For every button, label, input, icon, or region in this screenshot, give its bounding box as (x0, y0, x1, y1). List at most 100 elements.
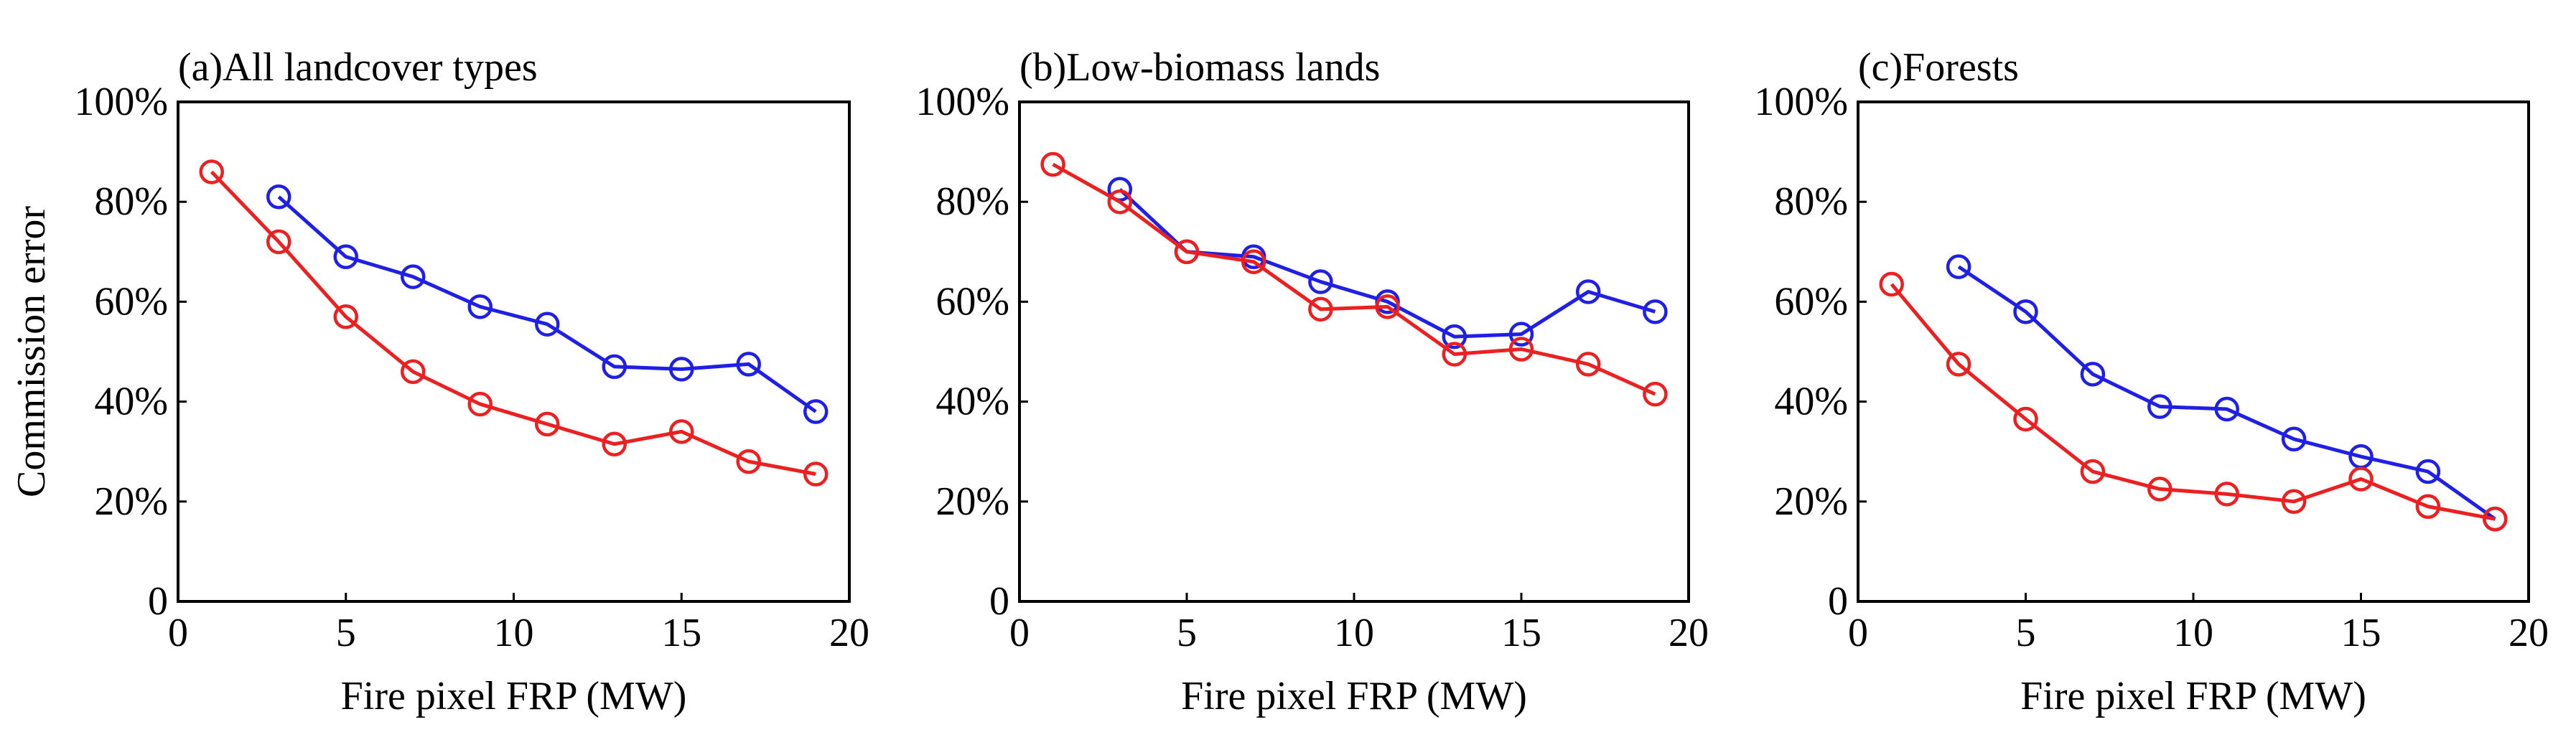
data-point-red-c (2415, 494, 2441, 520)
data-point-blue-c (2281, 426, 2307, 452)
data-point-red-b (1107, 189, 1133, 215)
x-tick-label-a: 10 (494, 611, 534, 655)
data-point-red-a (602, 431, 627, 457)
data-point-red-c (2013, 406, 2038, 432)
y-tick-label-b: 60% (935, 279, 1009, 324)
data-point-blue-a (467, 294, 493, 319)
x-axis-label-c: Fire pixel FRP (MW) (2020, 674, 2366, 718)
series-line-blue-b (1119, 187, 1656, 339)
data-point-blue-a (535, 311, 560, 337)
panel-c: (c)Forests 0 20% 40% 60% 80% 100% 0 5 10 15 20 Fire … (1754, 45, 2549, 718)
y-tick-label-c: 0 (1828, 579, 1848, 624)
series-line-blue-c (1957, 265, 2496, 521)
y-tick-label-b: 40% (935, 380, 1009, 424)
x-tick-label-a: 0 (168, 611, 188, 655)
y-tick-label-c: 100% (1754, 80, 1848, 124)
y-tick-label-a: 80% (94, 179, 168, 224)
data-point-blue-c (2214, 396, 2239, 422)
data-point-blue-c (2415, 459, 2441, 484)
data-point-red-b (1174, 239, 1200, 265)
x-tick-label-b: 5 (1177, 611, 1197, 655)
y-tick-label-b: 20% (935, 479, 1009, 524)
panel-title-b: (b)Low-biomass lands (1019, 45, 1380, 90)
data-point-red-b (1575, 352, 1601, 377)
y-tick-label-c: 80% (1774, 179, 1848, 224)
data-point-red-a (803, 461, 829, 487)
data-point-blue-a (803, 399, 829, 424)
y-tick-label-a: 100% (74, 80, 168, 124)
x-tick-label-b: 15 (1501, 611, 1541, 655)
data-point-blue-b (1643, 299, 1668, 324)
data-point-red-a (669, 419, 694, 444)
series-line-blue-a (277, 195, 817, 413)
data-point-red-c (2214, 482, 2239, 507)
data-point-red-b (1442, 342, 1467, 367)
x-tick-label-c: 15 (2341, 611, 2381, 655)
series-line-red-b (1052, 162, 1656, 396)
data-point-red-c (1946, 352, 1971, 377)
data-point-red-a (736, 449, 761, 474)
data-point-red-b (1508, 337, 1534, 362)
x-axis-label-a: Fire pixel FRP (MW) (341, 674, 687, 718)
y-tick-label-c: 60% (1774, 279, 1848, 324)
data-point-red-a (535, 411, 560, 437)
y-tick-label-a: 0 (148, 579, 168, 624)
plot-frame-b (1018, 100, 1690, 603)
y-axis-label-a: Commission error (9, 206, 54, 497)
data-point-blue-a (333, 244, 358, 270)
data-point-red-c (2080, 459, 2106, 484)
data-point-red-b (1040, 151, 1065, 177)
data-point-blue-c (2147, 394, 2173, 419)
series-line-red-c (1890, 283, 2496, 521)
y-tick-label-c: 40% (1774, 380, 1848, 424)
x-tick-label-b: 0 (1009, 611, 1030, 655)
panel-title-a: (a)All landcover types (178, 45, 538, 90)
plot-frame-c (1857, 100, 2530, 603)
y-tick-label-a: 20% (94, 479, 168, 524)
data-point-blue-a (401, 264, 426, 289)
data-point-blue-b (1508, 322, 1534, 347)
data-point-red-c (1879, 271, 1904, 297)
x-axis-label-b: Fire pixel FRP (MW) (1181, 674, 1527, 718)
data-point-blue-a (669, 357, 694, 382)
data-point-red-a (266, 229, 291, 255)
data-point-red-c (2281, 489, 2307, 515)
panel-b: (b)Low-biomass lands 0 20% 40% 60% 80% 100% 0 5 1… (915, 45, 1709, 718)
x-tick-label-b: 20 (1669, 611, 1709, 655)
x-tick-label-a: 5 (336, 611, 356, 655)
data-point-blue-a (736, 352, 761, 377)
x-tick-label-b: 10 (1334, 611, 1374, 655)
y-tick-label-a: 40% (94, 380, 168, 424)
data-point-blue-a (266, 184, 291, 210)
data-point-blue-c (1946, 254, 1971, 279)
x-tick-label-c: 5 (2016, 611, 2036, 655)
data-point-blue-b (1308, 269, 1333, 294)
data-point-blue-b (1575, 279, 1601, 304)
data-point-red-c (2348, 466, 2374, 492)
y-tick-label-b: 100% (915, 80, 1009, 124)
data-point-red-a (401, 359, 426, 385)
data-point-red-c (2483, 506, 2508, 532)
data-point-red-a (333, 304, 358, 329)
y-tick-label-b: 80% (935, 179, 1009, 224)
data-point-red-b (1643, 381, 1668, 407)
data-point-red-b (1241, 249, 1266, 274)
data-point-blue-c (2013, 299, 2038, 324)
data-point-blue-a (602, 354, 627, 380)
data-point-red-b (1375, 294, 1400, 319)
panel-title-c: (c)Forests (1858, 45, 2019, 90)
y-tick-label-a: 60% (94, 279, 168, 324)
data-point-red-b (1308, 296, 1333, 322)
data-point-blue-c (2080, 362, 2106, 387)
series-line-red-a (210, 170, 816, 476)
y-tick-label-c: 20% (1774, 479, 1848, 524)
plot-frame-a (177, 100, 851, 603)
data-point-red-c (2147, 477, 2173, 502)
x-tick-label-a: 15 (661, 611, 701, 655)
x-tick-label-c: 0 (1848, 611, 1868, 655)
data-point-red-a (199, 159, 224, 184)
x-tick-label-a: 20 (829, 611, 869, 655)
data-point-red-a (467, 391, 493, 417)
x-tick-label-c: 10 (2173, 611, 2213, 655)
